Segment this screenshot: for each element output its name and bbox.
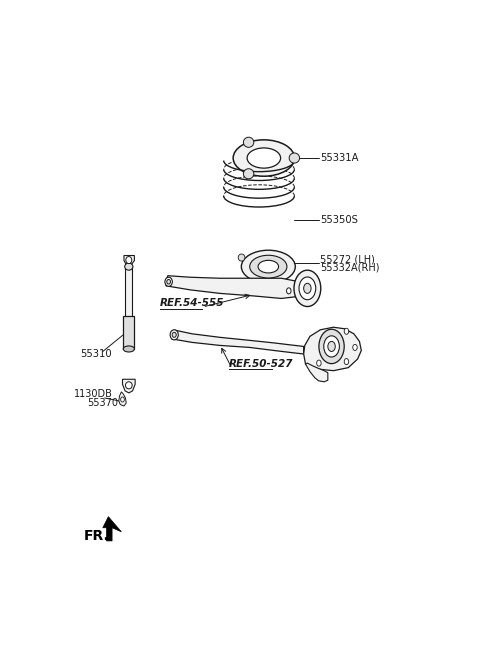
Ellipse shape [125,382,132,389]
Polygon shape [304,327,361,371]
Text: 1130DB: 1130DB [74,390,113,400]
Ellipse shape [344,328,348,335]
Text: 55332A(RH): 55332A(RH) [321,262,380,272]
Ellipse shape [172,333,176,337]
Text: 55370: 55370 [87,398,118,408]
Polygon shape [305,363,328,382]
Ellipse shape [319,329,344,363]
Ellipse shape [233,140,295,176]
Ellipse shape [304,283,311,293]
Ellipse shape [289,153,300,163]
Text: REF.54-555: REF.54-555 [160,298,224,308]
Ellipse shape [126,256,132,264]
Ellipse shape [241,250,295,283]
Polygon shape [172,330,304,354]
Ellipse shape [243,137,254,148]
Ellipse shape [328,341,335,352]
Ellipse shape [120,397,124,402]
Ellipse shape [299,277,316,300]
Ellipse shape [353,344,357,350]
Ellipse shape [324,336,339,357]
Text: 55310: 55310 [81,349,112,359]
Ellipse shape [238,254,245,261]
Text: REF.50-527: REF.50-527 [229,359,294,369]
Text: 55350S: 55350S [321,215,358,225]
Text: 55331A: 55331A [321,153,359,163]
Ellipse shape [294,270,321,306]
Polygon shape [122,379,135,393]
Ellipse shape [317,360,321,366]
Polygon shape [103,517,121,541]
Text: 55272 (LH): 55272 (LH) [321,254,375,264]
Polygon shape [124,255,134,264]
Ellipse shape [344,359,348,365]
Ellipse shape [167,279,170,284]
Ellipse shape [165,277,172,286]
Bar [125,266,132,317]
Ellipse shape [123,346,134,352]
Ellipse shape [125,263,133,270]
Ellipse shape [247,148,281,168]
Polygon shape [166,276,304,298]
Polygon shape [119,392,126,406]
Bar [123,316,134,349]
Ellipse shape [258,260,278,273]
Ellipse shape [287,288,291,294]
Ellipse shape [170,330,178,340]
Ellipse shape [243,169,254,179]
Ellipse shape [250,255,287,278]
Text: FR.: FR. [84,529,110,543]
